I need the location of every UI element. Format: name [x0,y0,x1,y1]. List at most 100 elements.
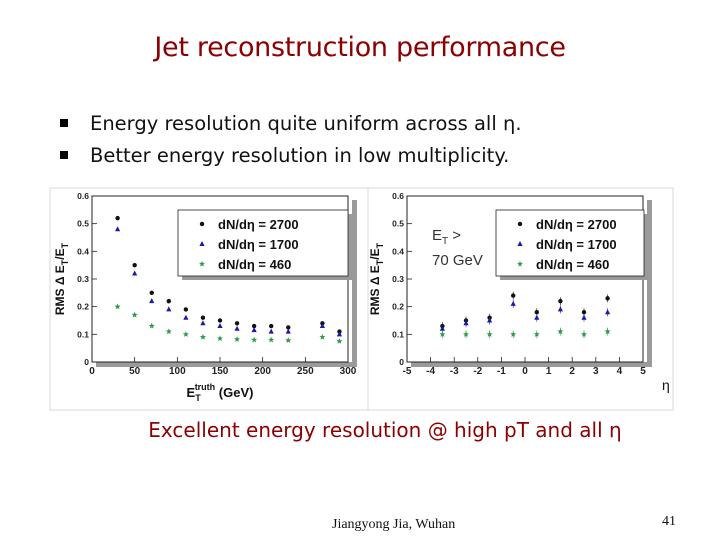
data-point [463,331,469,337]
y-tick-label: 0.3 [77,274,89,284]
series-3 [114,303,343,344]
bullet-item: Better energy resolution in low multipli… [60,140,522,172]
y-tick-label: 0.4 [392,246,404,256]
data-point [217,323,223,329]
y-tick-label: 0.6 [392,191,404,201]
data-point [149,298,155,304]
data-point [439,331,446,337]
data-point [557,306,563,312]
annotation-threshold: ET > [432,227,461,247]
data-point [336,338,343,344]
data-point [234,325,240,331]
data-point [439,325,445,331]
bullet-square-icon [60,119,68,127]
data-point [268,336,275,343]
data-point [200,320,206,326]
data-point [319,333,326,340]
slide-title: Jet reconstruction performance [154,32,566,63]
data-point [604,328,611,335]
data-point [285,328,291,334]
legend-label: dN/dη = 1700 [536,237,617,252]
data-point [319,323,325,329]
data-point [251,336,258,343]
y-axis-label-part: T [60,259,70,265]
series-3 [439,327,611,339]
x-tick-label: 4 [617,366,623,377]
data-point [251,327,257,333]
y-axis-label-part: T [375,259,385,265]
x-tick-label: -4 [426,366,435,377]
data-point [166,298,171,304]
data-point [605,296,610,301]
y-axis-label-part: /E [368,248,382,259]
x-tick-label: 100 [169,366,186,377]
annotation-part: T [442,236,448,247]
y-tick-label: 0.1 [77,329,89,339]
data-point [183,307,189,312]
y-axis-label-part: T [375,242,385,248]
bullet-text: Energy resolution quite uniform across a… [90,112,522,135]
data-point [534,310,539,315]
legend-label: dN/dη = 1700 [218,237,299,252]
data-point [234,321,240,326]
data-point [149,290,154,296]
data-point [148,322,155,329]
data-point [183,314,189,320]
data-point [268,328,274,334]
legend-marker [199,221,205,227]
data-point [166,306,172,312]
annotation-part: > [448,227,461,244]
plot-shadow-right [352,200,357,366]
series-2 [115,226,343,337]
data-point [217,318,223,323]
chart-1: 0 50 100 150 200 250 300 0 0.1 0.2 0.3 0.4 0.5 0.6 RMS… [49,187,369,411]
plot-shadow-right [647,200,652,366]
y-tick-label: 0.5 [392,219,404,229]
legend-label: dN/dη = 2700 [218,217,299,232]
data-point [581,310,587,315]
y-axis-label-part: RMS Δ E [53,265,67,315]
y-axis-label-part: RMS Δ E [368,265,382,315]
x-axis-label: η [662,377,670,393]
data-point [200,315,206,320]
x-axis-label-part: (GeV) [215,385,253,400]
legend-marker [517,241,523,246]
y-axis-label: RMS Δ ET/ET [53,242,70,315]
series-2 [439,299,611,333]
summary-caption: Excellent energy resolution @ high pT an… [148,418,622,442]
y-tick-label: 0 [399,357,404,367]
annotation-part: E [432,227,442,244]
x-tick-label: -5 [403,366,412,377]
series-1 [115,215,342,334]
data-point [199,333,206,340]
data-point [558,298,563,304]
x-tick-label: 150 [212,366,229,377]
y-axis-label-part: T [60,242,70,248]
data-point [510,300,516,306]
x-tick-label: 300 [340,366,357,377]
legend-marker [517,221,523,227]
bullet-list: Energy resolution quite uniform across a… [60,108,522,172]
page-number: 41 [662,514,676,529]
x-tick-label: -1 [497,366,506,377]
legend-label: dN/dη = 460 [218,257,291,272]
data-point [581,331,587,337]
x-tick-label: 200 [254,366,271,377]
data-point [581,314,587,320]
legend-marker [199,260,205,267]
data-point [285,337,292,343]
x-axis-label-part: T [195,393,201,403]
data-point [511,293,516,298]
legend-label: dN/dη = 2700 [536,217,617,232]
data-point [115,215,120,221]
data-point [234,336,241,342]
x-tick-label: -2 [473,366,482,377]
data-point [217,335,223,342]
y-tick-label: 0.3 [392,274,404,284]
x-tick-label: 50 [129,366,141,377]
x-tick-label: 2 [569,366,575,377]
data-point [182,331,189,337]
legend-label: dN/dη = 460 [536,257,609,272]
data-point [286,325,291,330]
plot-shadow-bottom [96,362,357,367]
